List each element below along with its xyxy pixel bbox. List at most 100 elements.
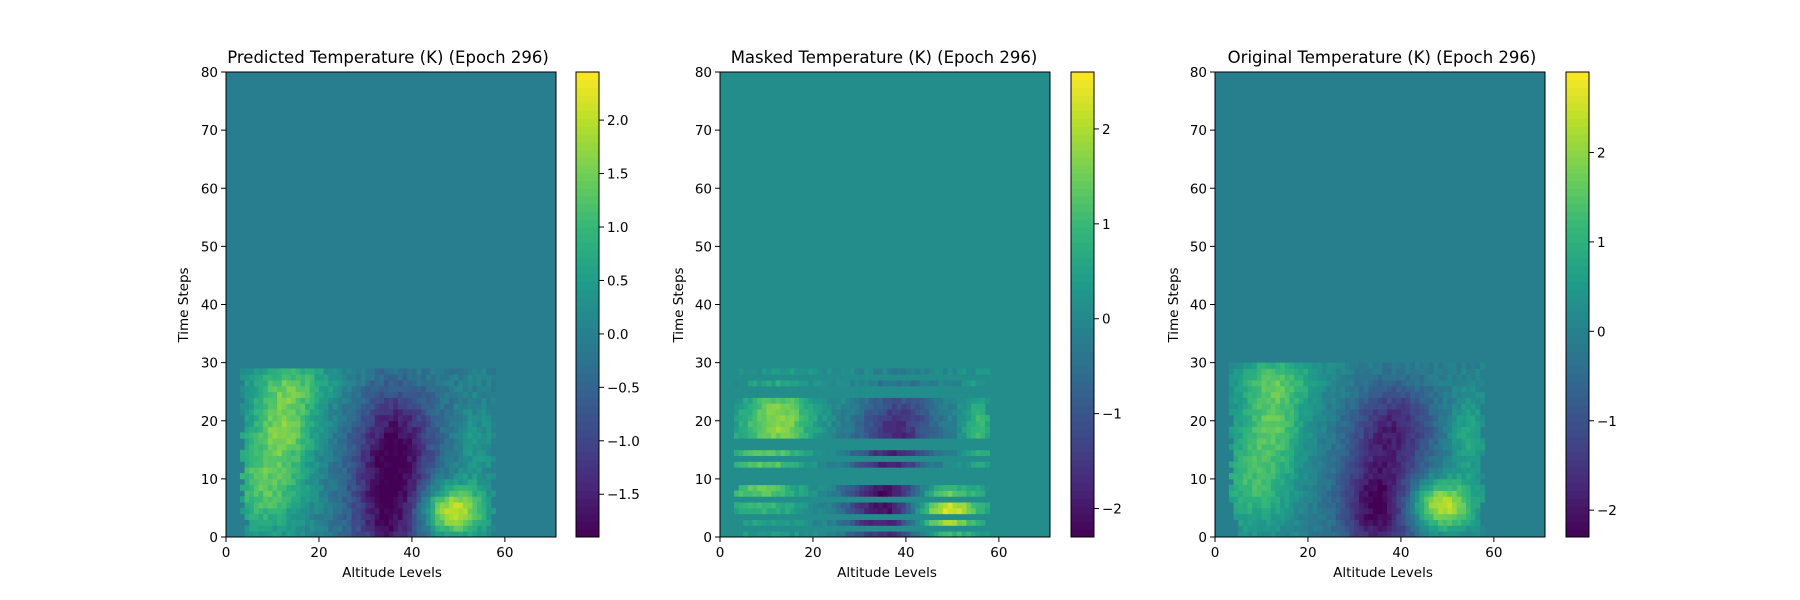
heatmap-cell (1373, 478, 1379, 486)
heatmap-cell (407, 426, 413, 433)
heatmap-cell (864, 525, 870, 532)
heatmap-cell (1442, 397, 1448, 404)
heatmap-cell (453, 473, 459, 480)
heatmap-cell (789, 473, 795, 480)
heatmap-cell (850, 473, 856, 480)
heatmap-cell (854, 467, 860, 474)
heatmap-cell (943, 484, 949, 491)
heatmap-cell (463, 502, 469, 509)
heatmap-cell (458, 403, 464, 410)
heatmap-cell (249, 374, 255, 381)
heatmap-cell (1456, 467, 1462, 474)
heatmap-cell (1340, 391, 1346, 398)
heatmap-cell (929, 403, 935, 410)
heatmap-cell (1270, 380, 1276, 387)
heatmap-cell (864, 420, 870, 427)
heatmap-cell (794, 438, 800, 445)
heatmap-cell (854, 455, 860, 462)
heatmap-cell (1456, 438, 1462, 445)
colorbar-segment (576, 265, 599, 274)
colorbar-segment (1071, 157, 1094, 166)
heatmap-cell (356, 403, 362, 410)
heatmap-cell (896, 438, 902, 445)
heatmap-plot-area (225, 71, 557, 538)
heatmap-cell (1303, 496, 1309, 503)
heatmap-cell (1331, 507, 1337, 515)
heatmap-cell (873, 438, 879, 445)
heatmap-cell (249, 420, 255, 427)
heatmap-cell (453, 409, 459, 416)
heatmap-cell (1386, 490, 1393, 497)
heatmap-cell (961, 496, 967, 503)
heatmap-cell (439, 368, 445, 375)
heatmap-cell (1452, 496, 1458, 503)
heatmap-cell (919, 513, 925, 520)
heatmap-cell (933, 368, 939, 375)
heatmap-cell (305, 420, 311, 427)
heatmap-cell (1391, 414, 1397, 422)
heatmap-cell (244, 502, 250, 509)
heatmap-cell (1340, 461, 1346, 468)
heatmap-cell (1256, 414, 1262, 422)
heatmap-cell (1363, 455, 1369, 462)
heatmap-cell (1242, 473, 1248, 480)
heatmap-cell (794, 426, 800, 433)
heatmap-cell (1298, 420, 1304, 427)
heatmap-cell (1470, 420, 1476, 427)
heatmap-cell (1317, 362, 1323, 369)
heatmap-cell (1289, 391, 1295, 398)
heatmap-cell (1359, 438, 1365, 445)
heatmap-cell (1470, 519, 1476, 526)
heatmap-cell (1284, 490, 1290, 497)
heatmap-cell (747, 525, 753, 532)
heatmap-cell (840, 391, 846, 398)
heatmap-cell (794, 391, 800, 398)
heatmap-cell (1275, 513, 1281, 520)
heatmap-cell (850, 519, 856, 526)
heatmap-cell (970, 490, 977, 497)
heatmap-cell (1331, 397, 1337, 404)
heatmap-cell (435, 490, 441, 497)
heatmap-cell (286, 444, 292, 451)
heatmap-cell (379, 409, 385, 416)
heatmap-cell (1377, 449, 1383, 457)
heatmap-cell (323, 368, 329, 375)
heatmap-cell (924, 484, 930, 491)
heatmap-cell (393, 414, 399, 422)
heatmap-cell (771, 432, 777, 439)
heatmap-cell (1433, 478, 1439, 486)
y-tick-label: 20 (695, 414, 712, 430)
heatmap-cell (277, 467, 283, 474)
heatmap-cell (1266, 380, 1272, 387)
heatmap-cell (1261, 496, 1267, 503)
heatmap-cell (365, 484, 371, 491)
heatmap-cell (794, 490, 800, 497)
heatmap-cell (757, 374, 763, 381)
heatmap-cell (924, 409, 930, 416)
colorbar-tick-label: 0.5 (607, 273, 628, 289)
heatmap-cell (840, 455, 846, 462)
heatmap-cell (1270, 490, 1276, 497)
heatmap-cell (1354, 496, 1360, 503)
heatmap-cell (933, 409, 939, 416)
heatmap-cell (463, 368, 469, 375)
heatmap-cell (966, 507, 972, 515)
heatmap-cell (486, 426, 492, 433)
heatmap-cell (239, 449, 245, 457)
heatmap-cell (1242, 414, 1248, 422)
heatmap-cell (924, 473, 930, 480)
heatmap-cell (957, 490, 963, 497)
heatmap-cell (295, 432, 301, 439)
heatmap-cell (1331, 409, 1337, 416)
heatmap-cell (822, 420, 828, 427)
heatmap-cell (1428, 368, 1434, 375)
heatmap-cell (370, 513, 376, 520)
heatmap-cell (1465, 473, 1472, 480)
heatmap-cell (812, 397, 819, 404)
heatmap-cell (1414, 391, 1420, 398)
heatmap-cell (388, 490, 394, 497)
heatmap-cell (1405, 368, 1411, 375)
heatmap-cell (1261, 385, 1267, 393)
heatmap-cell (425, 496, 431, 503)
